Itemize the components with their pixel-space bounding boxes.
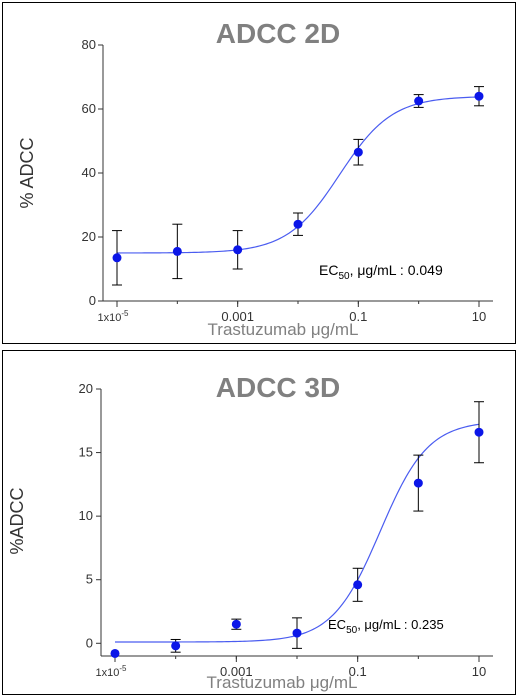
chart-svg-adcc-3d: ADCC 3D 0 5 10 15 20 1x10-5 0.001 0.1 10 Trastuzum… — [7, 372, 493, 692]
y-tick-label: 0 — [86, 635, 93, 650]
ec50-prefix: EC — [319, 262, 338, 278]
x-tick-label: 0.1 — [349, 664, 367, 679]
ec50-prefix: EC — [328, 617, 346, 632]
data-point — [293, 219, 303, 229]
ec50-subscript: 50 — [346, 625, 358, 636]
x-tick-label: 1x10-5 — [96, 664, 128, 679]
x-tick-label-base: 1x10 — [98, 312, 122, 324]
x-axis-label: Trastuzumab μg/mL — [207, 673, 358, 692]
ec50-annotation: EC50, μg/mL : 0.049 — [319, 262, 443, 282]
chart-svg-adcc-2d: ADCC 2D 0 20 40 60 80 1x10-5 0.001 0.1 10 Trastuzu… — [17, 18, 493, 339]
y-tick-label: 15 — [79, 445, 93, 460]
chart-title: ADCC 3D — [216, 372, 340, 403]
data-point — [172, 246, 182, 256]
ec50-annotation: EC50, μg/mL : 0.235 — [328, 617, 444, 636]
y-tick-label: 40 — [82, 165, 96, 180]
x-tick-label-exponent: -5 — [121, 309, 129, 318]
chart-title: ADCC 2D — [216, 18, 340, 49]
data-point — [231, 619, 241, 629]
x-tick-label: 0.1 — [349, 309, 367, 324]
x-axis-label: Trastuzumab μg/mL — [208, 320, 359, 339]
x-tick-label: 0.001 — [220, 664, 253, 679]
x-tick-label-base: 1x10 — [96, 667, 120, 679]
data-point — [171, 641, 181, 651]
ec50-value: , μg/mL : 0.049 — [350, 262, 443, 278]
ec50-subscript: 50 — [338, 271, 350, 282]
y-tick-label: 10 — [79, 508, 93, 523]
data-point — [413, 478, 423, 488]
chart-panel-adcc-2d: ADCC 2D 0 20 40 60 80 1x10-5 0.001 0.1 10 Trastuzu… — [2, 2, 516, 344]
data-point — [292, 628, 302, 638]
x-tick-label: 10 — [472, 664, 486, 679]
y-tick-label: 20 — [82, 229, 96, 244]
x-tick-label: 10 — [472, 309, 486, 324]
data-point — [353, 580, 363, 590]
x-tick-label: 0.001 — [221, 309, 254, 324]
x-tick-label-exponent: -5 — [119, 664, 127, 673]
data-point — [414, 96, 424, 106]
y-axis-label: %ADCC — [7, 487, 27, 554]
y-tick-label: 5 — [86, 572, 93, 587]
data-point — [474, 91, 484, 101]
data-point — [474, 427, 484, 437]
ec50-value: , μg/mL : 0.235 — [357, 617, 444, 632]
y-tick-label: 20 — [79, 381, 93, 396]
y-tick-label: 80 — [82, 37, 96, 52]
data-point — [233, 245, 243, 255]
fit-curve — [115, 423, 480, 643]
chart-panel-adcc-3d: ADCC 3D 0 5 10 15 20 1x10-5 0.001 0.1 10 Trastuzum… — [2, 350, 516, 695]
y-tick-label: 60 — [82, 101, 96, 116]
y-tick-label: 0 — [89, 293, 96, 308]
data-point — [353, 147, 363, 157]
x-tick-label: 1x10-5 — [98, 309, 130, 324]
data-point — [110, 648, 120, 658]
y-axis-label: % ADCC — [17, 137, 37, 208]
data-point — [112, 253, 122, 263]
